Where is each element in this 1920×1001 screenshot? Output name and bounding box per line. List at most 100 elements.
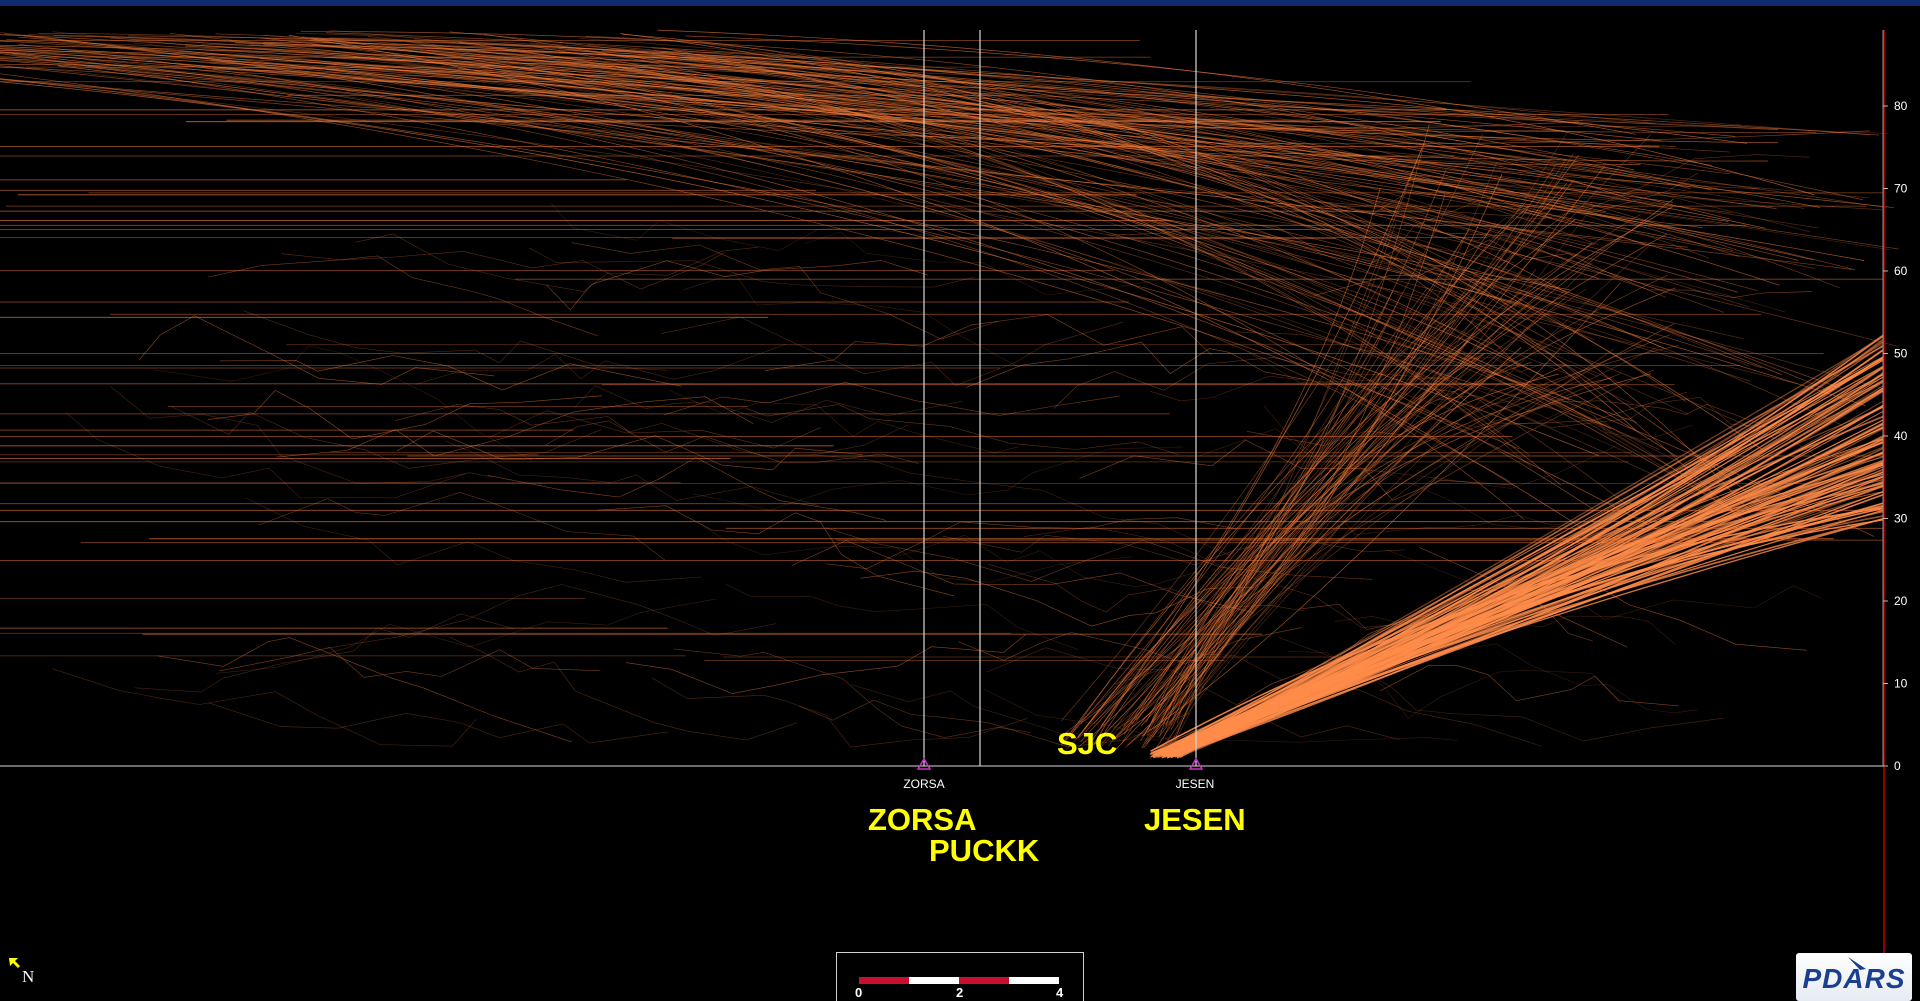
departure-track — [1178, 380, 1885, 757]
approach-track — [1061, 243, 1404, 721]
scale-label-2: 2 — [956, 985, 964, 1000]
scatter-track — [550, 202, 944, 252]
scale-segment-1 — [859, 977, 909, 984]
scatter-track — [764, 314, 1212, 371]
approach-track — [1174, 206, 1529, 740]
arrival-track — [212, 67, 1843, 390]
scatter-track — [207, 390, 603, 440]
scatter-track — [489, 410, 909, 456]
approach-track — [1141, 288, 1587, 748]
scatter-track — [1263, 405, 1618, 489]
arrival-track — [627, 49, 1773, 208]
scatter-track — [804, 231, 1225, 296]
fix-big-label-puckk: PUCKK — [929, 833, 1040, 868]
departure-track — [1155, 375, 1885, 755]
arrival-track — [23, 34, 1660, 451]
approach-track — [1094, 206, 1673, 744]
approach-track — [1145, 198, 1674, 722]
arrival-track — [0, 40, 1595, 246]
y-tick-label-80: 80 — [1894, 99, 1908, 113]
scatter-track — [826, 517, 1238, 570]
arrival-track — [329, 29, 1693, 481]
approach-track — [1061, 219, 1576, 746]
arrival-track — [11, 53, 1768, 162]
scatter-track — [1334, 615, 1676, 645]
scatter-track — [355, 233, 759, 292]
scatter-track — [449, 636, 798, 741]
approach-track — [1101, 233, 1668, 738]
arrival-track — [178, 50, 1729, 222]
approach-track — [1077, 373, 1652, 738]
approach-track — [1158, 262, 1592, 738]
scatter-track — [664, 381, 1120, 416]
arrival-track — [200, 43, 1586, 260]
arrival-track — [403, 64, 1890, 250]
logo-text: PDARS — [1802, 963, 1906, 994]
approach-track — [1141, 124, 1430, 722]
approach-track — [1146, 170, 1447, 744]
arrival-track — [163, 65, 1514, 263]
approach-track — [1141, 295, 1402, 749]
approach-track — [1062, 291, 1393, 745]
arrival-track — [407, 46, 1530, 456]
scatter-track — [1053, 357, 1447, 409]
scatter-track — [208, 255, 598, 336]
arrival-track — [110, 37, 1824, 389]
approach-track — [1079, 222, 1397, 747]
arrival-track — [311, 43, 1898, 347]
approach-track — [1162, 275, 1668, 739]
approach-track — [1113, 193, 1446, 741]
scatter-track — [661, 316, 1124, 386]
scatter-track — [693, 446, 1183, 511]
arrival-track — [440, 54, 1634, 511]
approach-track — [1080, 164, 1556, 724]
arrival-track — [0, 52, 1513, 217]
approach-track — [1061, 194, 1564, 742]
approach-track — [1093, 134, 1651, 724]
y-tick-label-0: 0 — [1894, 759, 1901, 773]
scatter-track — [942, 534, 1405, 566]
scatter-track — [1150, 375, 1548, 412]
scatter-track — [528, 247, 975, 288]
scatter-track — [445, 440, 819, 507]
approach-track — [1131, 319, 1456, 725]
scatter-track — [725, 584, 1079, 650]
approach-track — [1140, 347, 1522, 727]
arrival-track — [620, 33, 1763, 450]
arrival-track — [295, 32, 1551, 243]
arrival-track — [557, 60, 1732, 213]
arrival-track — [0, 55, 1886, 390]
departure-track — [1150, 507, 1885, 752]
arrival-track — [0, 81, 1600, 457]
approach-track — [1077, 183, 1568, 737]
arrival-track — [587, 44, 1526, 320]
approach-track — [1168, 139, 1426, 748]
arrival-track — [60, 40, 1580, 130]
scatter-track — [1426, 388, 1758, 424]
scale-segment-3 — [959, 977, 1009, 984]
arrival-track — [212, 68, 1730, 175]
approach-track — [1152, 379, 1483, 723]
scatter-track — [652, 677, 1028, 748]
scatter-track — [219, 355, 682, 391]
approach-track — [1116, 269, 1537, 738]
scatter-track — [770, 453, 1229, 556]
scatter-track — [216, 598, 716, 674]
departure-track — [1155, 461, 1885, 756]
arrival-track — [210, 62, 1666, 292]
north-arrow-icon — [9, 958, 20, 968]
approach-track — [1127, 173, 1503, 746]
scatter-track — [242, 310, 668, 371]
fix-big-label-jesen: JESEN — [1144, 802, 1246, 837]
arrival-track — [483, 64, 1637, 179]
arrival-track — [147, 53, 1651, 192]
scatter-track — [965, 341, 1310, 388]
arrival-track — [529, 42, 1840, 288]
scatter-track — [1235, 331, 1599, 377]
north-label: N — [22, 967, 35, 986]
fix-marker-jesen — [1188, 757, 1204, 770]
scale-bar: 0 2 4 — [836, 952, 1084, 1001]
scale-label-4: 4 — [1056, 985, 1064, 1000]
scatter-track — [958, 627, 1302, 664]
